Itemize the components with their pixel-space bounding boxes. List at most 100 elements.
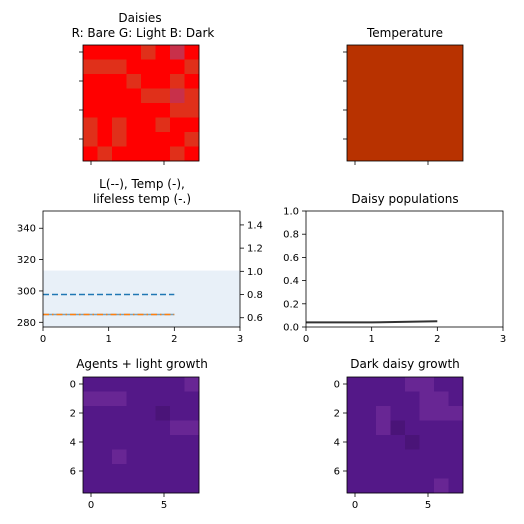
heatmap-cell xyxy=(347,478,362,494)
heatmap-cell xyxy=(170,420,185,436)
temperature-frame xyxy=(346,44,464,162)
y-tick-label: 0.6 xyxy=(283,253,299,264)
heatmap-cell xyxy=(170,59,185,75)
heatmap-cell xyxy=(434,406,449,421)
heatmap-cell xyxy=(155,435,171,450)
heatmap-cell xyxy=(155,132,171,147)
dark-growth-ticks: 0 5 0 2 4 6 xyxy=(334,380,432,512)
y-tick-label: 300 xyxy=(17,286,36,297)
heatmap-cell xyxy=(141,132,156,147)
heatmap-cell xyxy=(141,377,156,392)
heatmap-cell xyxy=(347,449,362,465)
heatmap-cell xyxy=(83,103,98,118)
temperature-heatmap xyxy=(347,45,463,161)
heatmap-cell xyxy=(97,88,113,104)
y-tick-label: 0.4 xyxy=(283,276,299,287)
heatmap-cell xyxy=(112,146,127,162)
dark-growth-heatmap xyxy=(347,377,464,494)
heatmap-cell xyxy=(170,45,185,60)
heatmap-cell xyxy=(141,59,156,75)
heatmap-cell xyxy=(155,88,171,104)
heatmap-cell xyxy=(405,406,420,421)
heatmap-cell xyxy=(112,377,127,392)
heatmap-cell xyxy=(347,406,362,421)
heatmap-cell xyxy=(112,88,127,104)
heatmap-cell xyxy=(448,406,464,421)
x-tick-label: 0 xyxy=(352,500,358,511)
heatmap-cell xyxy=(83,391,98,407)
x-tick-label: 0 xyxy=(40,334,46,345)
heatmap-cell xyxy=(434,464,449,479)
heatmap-cell xyxy=(141,449,156,465)
agents-heatmap xyxy=(83,377,200,494)
heatmap-cell xyxy=(155,74,171,89)
heatmap-cell xyxy=(170,377,185,392)
heatmap-cell xyxy=(126,377,142,392)
heatmap-cell xyxy=(361,478,377,494)
dark-growth-title: Dark daisy growth xyxy=(350,357,460,371)
heatmap-cell xyxy=(390,435,406,450)
heatmap-cell xyxy=(155,406,171,421)
x-tick-label: 3 xyxy=(500,334,506,345)
y-tick-label: 0 xyxy=(70,380,76,391)
heatmap-cell xyxy=(419,377,435,392)
heatmap-cell xyxy=(361,449,377,465)
heatmap-cell xyxy=(419,478,435,494)
heatmap-cell xyxy=(141,146,156,162)
heatmap-cell xyxy=(97,391,113,407)
x-tick-label: 1 xyxy=(105,334,111,345)
populations-title: Daisy populations xyxy=(351,192,458,206)
heatmap-cell xyxy=(155,478,171,494)
heatmap-cell xyxy=(405,449,420,465)
heatmap-cell xyxy=(419,420,435,436)
heatmap-cell xyxy=(141,391,156,407)
heatmap-cell xyxy=(434,478,449,494)
heatmap-cell xyxy=(448,377,464,392)
y-tick-label: 4 xyxy=(70,438,76,449)
panel-daisy-populations: Daisy populations 0 1 2 3 0.0 0.2 0.4 0.6 0.8 1.0 xyxy=(283,192,506,345)
heatmap-cell xyxy=(83,132,98,147)
panel-temperature: Temperature xyxy=(343,26,464,165)
heatmap-cell xyxy=(141,420,156,436)
heatmap-cell xyxy=(448,449,464,465)
y-tick-label: 0.0 xyxy=(283,323,299,334)
heatmap-cell xyxy=(97,146,113,162)
heatmap-cell xyxy=(97,117,113,133)
populations-ticks: 0 1 2 3 0.0 0.2 0.4 0.6 0.8 1.0 xyxy=(283,207,506,346)
heatmap-cell xyxy=(184,464,200,479)
heatmap-cell xyxy=(112,132,127,147)
y-tick-label: 4 xyxy=(334,438,340,449)
x-tick-label: 5 xyxy=(161,500,167,511)
heatmap-cell xyxy=(170,88,185,104)
heatmap-cell xyxy=(170,117,185,133)
heatmap-cell xyxy=(126,464,142,479)
heatmap-cell xyxy=(126,146,142,162)
heatmap-cell xyxy=(390,391,406,407)
heatmap-cell xyxy=(155,420,171,436)
heatmap-cell xyxy=(83,59,98,75)
lum-temp-ticks: 0 1 2 3 280 300 320 340 0.6 0.8 1.0 1.2 1.4 xyxy=(17,220,263,345)
heatmap-cell xyxy=(126,435,142,450)
heatmap-cell xyxy=(83,478,98,494)
heatmap-cell xyxy=(155,59,171,75)
daisies-heatmap xyxy=(83,45,200,162)
y-tick-label: 0.2 xyxy=(283,299,299,310)
heatmap-cell xyxy=(126,391,142,407)
heatmap-cell xyxy=(112,103,127,118)
x-tick-label: 0 xyxy=(303,334,309,345)
series-line xyxy=(306,320,438,324)
heatmap-cell xyxy=(448,478,464,494)
heatmap-cell xyxy=(97,464,113,479)
heatmap-cell xyxy=(405,478,420,494)
heatmap-cell xyxy=(126,420,142,436)
heatmap-cell xyxy=(376,478,391,494)
heatmap-cell xyxy=(184,406,200,421)
heatmap-cell xyxy=(347,391,362,407)
heatmap-cell xyxy=(141,117,156,133)
heatmap-cell xyxy=(184,391,200,407)
y-tick-label: 1.0 xyxy=(247,267,263,278)
heatmap-cell xyxy=(347,464,362,479)
heatmap-cell xyxy=(112,420,127,436)
heatmap-cell xyxy=(376,420,391,436)
agents-ticks: 0 5 0 2 4 6 xyxy=(70,380,168,512)
